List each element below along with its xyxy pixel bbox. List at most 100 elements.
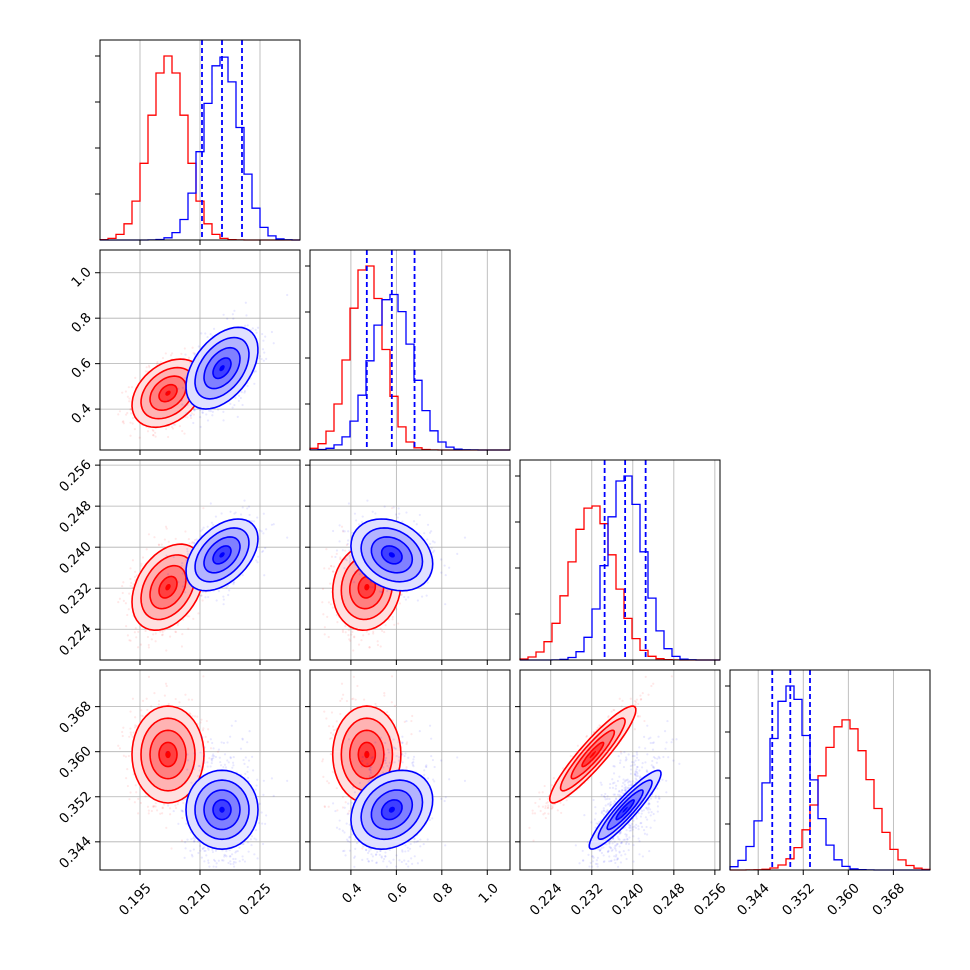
sample-point <box>189 416 193 420</box>
sample-point <box>200 594 203 597</box>
sample-point <box>341 630 345 634</box>
sample-point <box>361 666 363 668</box>
sample-point <box>126 411 129 415</box>
sample-point <box>191 542 194 545</box>
sample-point <box>140 709 143 712</box>
sample-point <box>181 572 184 575</box>
sample-point <box>161 806 164 810</box>
sample-point <box>393 623 396 626</box>
sample-point <box>232 317 235 320</box>
sample-point <box>345 554 349 557</box>
sample-point <box>127 386 130 389</box>
sample-point <box>237 394 241 397</box>
sample-point <box>147 364 151 367</box>
panel-1-1 <box>305 249 511 455</box>
sample-point <box>353 636 356 639</box>
sample-point <box>423 532 426 535</box>
sample-point <box>161 356 165 360</box>
sample-point <box>247 505 251 508</box>
sample-point <box>130 581 133 585</box>
sample-point <box>204 735 207 738</box>
sample-point <box>165 826 168 829</box>
sample-point <box>188 615 191 618</box>
sample-point <box>186 403 189 406</box>
sample-point <box>154 640 157 643</box>
sample-point <box>401 520 404 523</box>
y-tick-label: 0.8 <box>68 310 95 337</box>
sample-point <box>383 505 386 508</box>
sample-point <box>256 561 259 564</box>
sample-point <box>139 801 143 805</box>
sample-point <box>187 356 191 359</box>
sample-point <box>193 541 196 544</box>
sample-point <box>164 352 167 355</box>
sample-point <box>244 301 247 304</box>
sample-point <box>153 536 156 539</box>
sample-point <box>135 574 138 577</box>
sample-point <box>192 351 195 355</box>
sample-point <box>147 675 151 679</box>
sample-point <box>144 629 147 633</box>
sample-point <box>145 548 148 551</box>
sample-point <box>217 408 220 411</box>
sample-point <box>204 332 207 335</box>
sample-point <box>165 684 168 688</box>
sample-point <box>122 726 125 729</box>
sample-point <box>405 511 408 514</box>
sample-point <box>122 420 125 423</box>
sample-point <box>163 694 166 697</box>
sample-point <box>329 603 332 606</box>
sample-point <box>342 530 345 533</box>
sample-point <box>129 710 132 713</box>
sample-point <box>321 601 324 604</box>
sample-point <box>323 567 326 570</box>
sample-point <box>353 581 356 584</box>
sample-point <box>244 324 247 327</box>
sample-point <box>170 666 172 668</box>
sample-point <box>174 630 177 633</box>
sample-point <box>192 413 195 416</box>
sample-point <box>182 618 185 621</box>
sample-point <box>157 543 161 547</box>
sample-point <box>182 801 185 805</box>
sample-point <box>338 540 341 543</box>
sample-point <box>191 540 194 544</box>
sample-point <box>332 565 336 568</box>
density-contour <box>219 552 225 558</box>
sample-point <box>354 570 357 574</box>
sample-point <box>322 613 325 616</box>
sample-point <box>232 581 235 584</box>
sample-point <box>122 599 125 602</box>
sample-point <box>222 603 225 606</box>
sample-point <box>148 366 151 369</box>
sample-point <box>351 630 354 633</box>
sample-point <box>154 431 157 434</box>
sample-point <box>130 412 133 415</box>
sample-point <box>215 599 218 602</box>
sample-point <box>121 584 124 588</box>
sample-point <box>236 415 239 418</box>
sample-point <box>407 596 410 599</box>
sample-point <box>129 434 132 437</box>
sample-point <box>188 542 191 545</box>
sample-point <box>202 507 205 510</box>
sample-point <box>335 552 338 555</box>
sample-point <box>327 567 331 570</box>
sample-point <box>140 564 143 567</box>
series-0-2d <box>117 675 220 850</box>
sample-point <box>178 425 181 428</box>
sample-point <box>139 643 143 646</box>
density-contour <box>388 552 395 558</box>
sample-point <box>241 403 244 407</box>
sample-point <box>181 585 185 588</box>
sample-point <box>440 571 443 574</box>
sample-point <box>163 538 166 541</box>
sample-point <box>187 627 190 630</box>
sample-point <box>240 390 243 394</box>
sample-point <box>144 795 147 798</box>
sample-point <box>388 618 391 621</box>
sample-point <box>183 581 186 584</box>
sample-point <box>379 645 382 648</box>
sample-point <box>150 705 153 708</box>
sample-point <box>166 573 170 576</box>
